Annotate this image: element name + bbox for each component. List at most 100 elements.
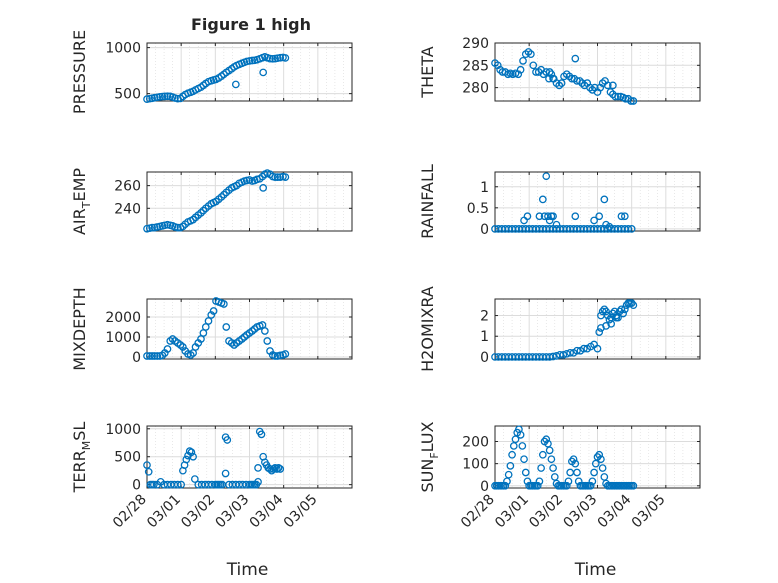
data-point xyxy=(571,459,580,468)
x-tick-label: 02/28 xyxy=(110,492,150,532)
data-point xyxy=(595,212,604,221)
data-point xyxy=(557,79,566,88)
y-tick-label: 1000 xyxy=(105,422,141,438)
x-tick-label: 02/28 xyxy=(458,492,498,532)
data-point xyxy=(549,74,557,83)
data-point xyxy=(535,477,544,486)
x-tick-label: 03/03 xyxy=(212,492,252,532)
data-point xyxy=(552,220,561,229)
data-point xyxy=(207,311,216,319)
x-tick-label: 03/01 xyxy=(144,492,184,532)
data-point xyxy=(272,465,281,473)
y-axis-label: TERRMSL xyxy=(70,422,93,494)
data-point xyxy=(629,481,638,490)
data-point xyxy=(586,83,594,92)
subplot-1: 500 1000 PRESSURE xyxy=(70,30,353,114)
data-point xyxy=(593,344,602,353)
y-tick-label: 1 xyxy=(480,180,489,196)
data-point xyxy=(281,173,290,181)
data-point xyxy=(199,206,208,215)
data-point xyxy=(220,190,228,199)
data-point xyxy=(509,442,518,450)
data-point xyxy=(504,470,513,479)
y-tick-label: 100 xyxy=(462,457,489,473)
x-axis-label: Time xyxy=(226,560,269,580)
data-point xyxy=(220,300,228,308)
x-tick-label: 03/02 xyxy=(526,492,566,532)
data-point xyxy=(143,352,151,360)
data-point xyxy=(163,345,172,353)
y-tick-label: 1000 xyxy=(105,330,141,346)
y-axis-label: SUNFLUX xyxy=(418,421,441,492)
data-point xyxy=(182,455,191,464)
data-point xyxy=(276,53,285,62)
data-point xyxy=(606,88,615,96)
data-point xyxy=(537,464,545,472)
data-point xyxy=(189,215,197,224)
data-point xyxy=(261,327,269,335)
data-point xyxy=(603,81,612,90)
subplot-7: 0 500 1000 TERRMSL 02/2803/0103/0203/0303/04… xyxy=(70,422,353,580)
data-point xyxy=(605,315,614,324)
data-point xyxy=(586,481,595,490)
data-point xyxy=(602,307,610,316)
data-point xyxy=(173,223,182,232)
data-point xyxy=(611,92,620,101)
data-point xyxy=(609,81,617,90)
data-point xyxy=(501,481,510,490)
data-point xyxy=(518,442,527,450)
data-point xyxy=(547,455,556,464)
subplot-8: 0 100 200 SUNFLUX 02/2803/0103/0203/0303/040… xyxy=(418,421,701,580)
x-axis-label: Time xyxy=(574,560,617,580)
data-point xyxy=(177,480,186,489)
data-point xyxy=(158,351,167,360)
data-point xyxy=(271,173,279,181)
data-point xyxy=(545,68,554,76)
y-axis-label: RAINFALL xyxy=(418,164,437,239)
data-point xyxy=(187,448,196,457)
subplot-3: 240 260 AIRTEMP xyxy=(70,168,353,235)
data-point xyxy=(274,464,283,472)
y-tick-label: 200 xyxy=(462,435,489,451)
subplot-6: 0 1 2 H2OMIXRA xyxy=(418,286,701,372)
y-axis-label: MIXDEPTH xyxy=(70,287,89,370)
data-point xyxy=(217,193,226,201)
data-point xyxy=(506,462,515,470)
data-point xyxy=(549,212,557,221)
data-point xyxy=(259,184,268,192)
y-tick-label: 0 xyxy=(132,350,141,366)
data-point xyxy=(148,352,156,360)
data-point xyxy=(559,351,568,359)
data-point xyxy=(520,455,528,464)
y-tick-label: 240 xyxy=(114,201,141,217)
data-point xyxy=(271,352,279,360)
data-point xyxy=(222,323,231,331)
data-point xyxy=(598,307,607,316)
y-tick-label: 285 xyxy=(462,58,489,74)
data-point xyxy=(150,352,159,360)
data-point xyxy=(617,305,626,314)
y-tick-label: 1000 xyxy=(105,41,141,57)
data-point xyxy=(578,79,586,88)
data-point xyxy=(153,352,162,360)
data-point xyxy=(533,481,542,490)
data-point xyxy=(544,212,552,221)
data-point xyxy=(163,92,172,101)
data-point xyxy=(538,195,547,204)
data-point xyxy=(549,464,557,472)
data-point xyxy=(620,212,629,221)
data-point xyxy=(562,481,571,490)
data-point xyxy=(542,435,551,444)
data-point xyxy=(204,317,213,325)
data-point xyxy=(276,351,285,360)
data-point xyxy=(597,455,605,464)
figure-title: Figure 1 high xyxy=(191,15,311,34)
data-point xyxy=(590,216,598,225)
data-point xyxy=(185,447,194,455)
data-point xyxy=(627,97,635,105)
subplot-5: 0 1000 2000 MIXDEPTH xyxy=(70,287,353,371)
data-point xyxy=(555,81,564,90)
subplot-4: 0 0.5 1 RAINFALL xyxy=(418,164,701,239)
data-point xyxy=(276,465,285,473)
data-point xyxy=(595,328,604,336)
